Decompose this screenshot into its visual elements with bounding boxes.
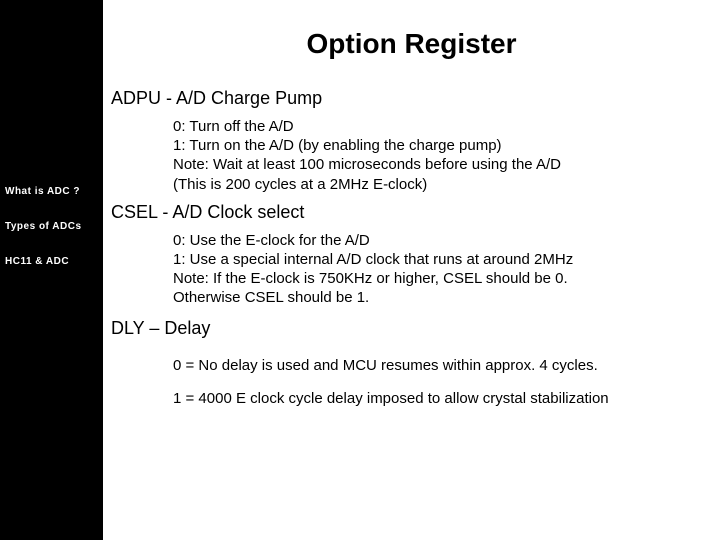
term-csel: CSEL	[111, 202, 157, 222]
sep: -	[157, 202, 172, 222]
sidebar-item-types-of-adcs[interactable]: Types of ADCs	[0, 221, 103, 256]
line: 0: Turn off the A/D	[173, 117, 714, 136]
line-dly-0: 0 = No delay is used and MCU resumes wit…	[103, 347, 720, 380]
line: (This is 200 cycles at a 2MHz E-clock)	[173, 175, 714, 194]
line: Otherwise CSEL should be 1.	[173, 288, 714, 307]
sep: -	[161, 88, 176, 108]
desc-adpu: A/D Charge Pump	[176, 88, 322, 108]
line: 0: Use the E-clock for the A/D	[173, 231, 714, 250]
line: Note: Wait at least 100 microseconds bef…	[173, 155, 714, 174]
term-dly: DLY	[111, 318, 144, 338]
line: 1: Turn on the A/D (by enabling the char…	[173, 136, 714, 155]
line: 1: Use a special internal A/D clock that…	[173, 250, 714, 269]
section-head-adpu: ADPU - A/D Charge Pump	[103, 88, 720, 117]
line: Note: If the E-clock is 750KHz or higher…	[173, 269, 714, 288]
bullets-adpu: 0: Turn off the A/D 1: Turn on the A/D (…	[103, 117, 720, 202]
bullets-csel: 0: Use the E-clock for the A/D 1: Use a …	[103, 231, 720, 314]
sep: –	[144, 318, 164, 338]
sidebar-item-what-is-adc[interactable]: What is ADC ?	[0, 186, 103, 221]
section-head-csel: CSEL - A/D Clock select	[103, 202, 720, 231]
slide-main: Option Register ADPU - A/D Charge Pump 0…	[103, 0, 720, 540]
sidebar: What is ADC ? Types of ADCs HC11 & ADC	[0, 0, 103, 540]
term-adpu: ADPU	[111, 88, 161, 108]
slide-title: Option Register	[103, 0, 720, 88]
desc-csel: A/D Clock select	[172, 202, 304, 222]
section-head-dly: DLY – Delay	[103, 314, 720, 347]
line-dly-1: 1 = 4000 E clock cycle delay imposed to …	[103, 380, 720, 413]
desc-dly: Delay	[164, 318, 210, 338]
sidebar-item-hc11-adc[interactable]: HC11 & ADC	[0, 256, 103, 291]
